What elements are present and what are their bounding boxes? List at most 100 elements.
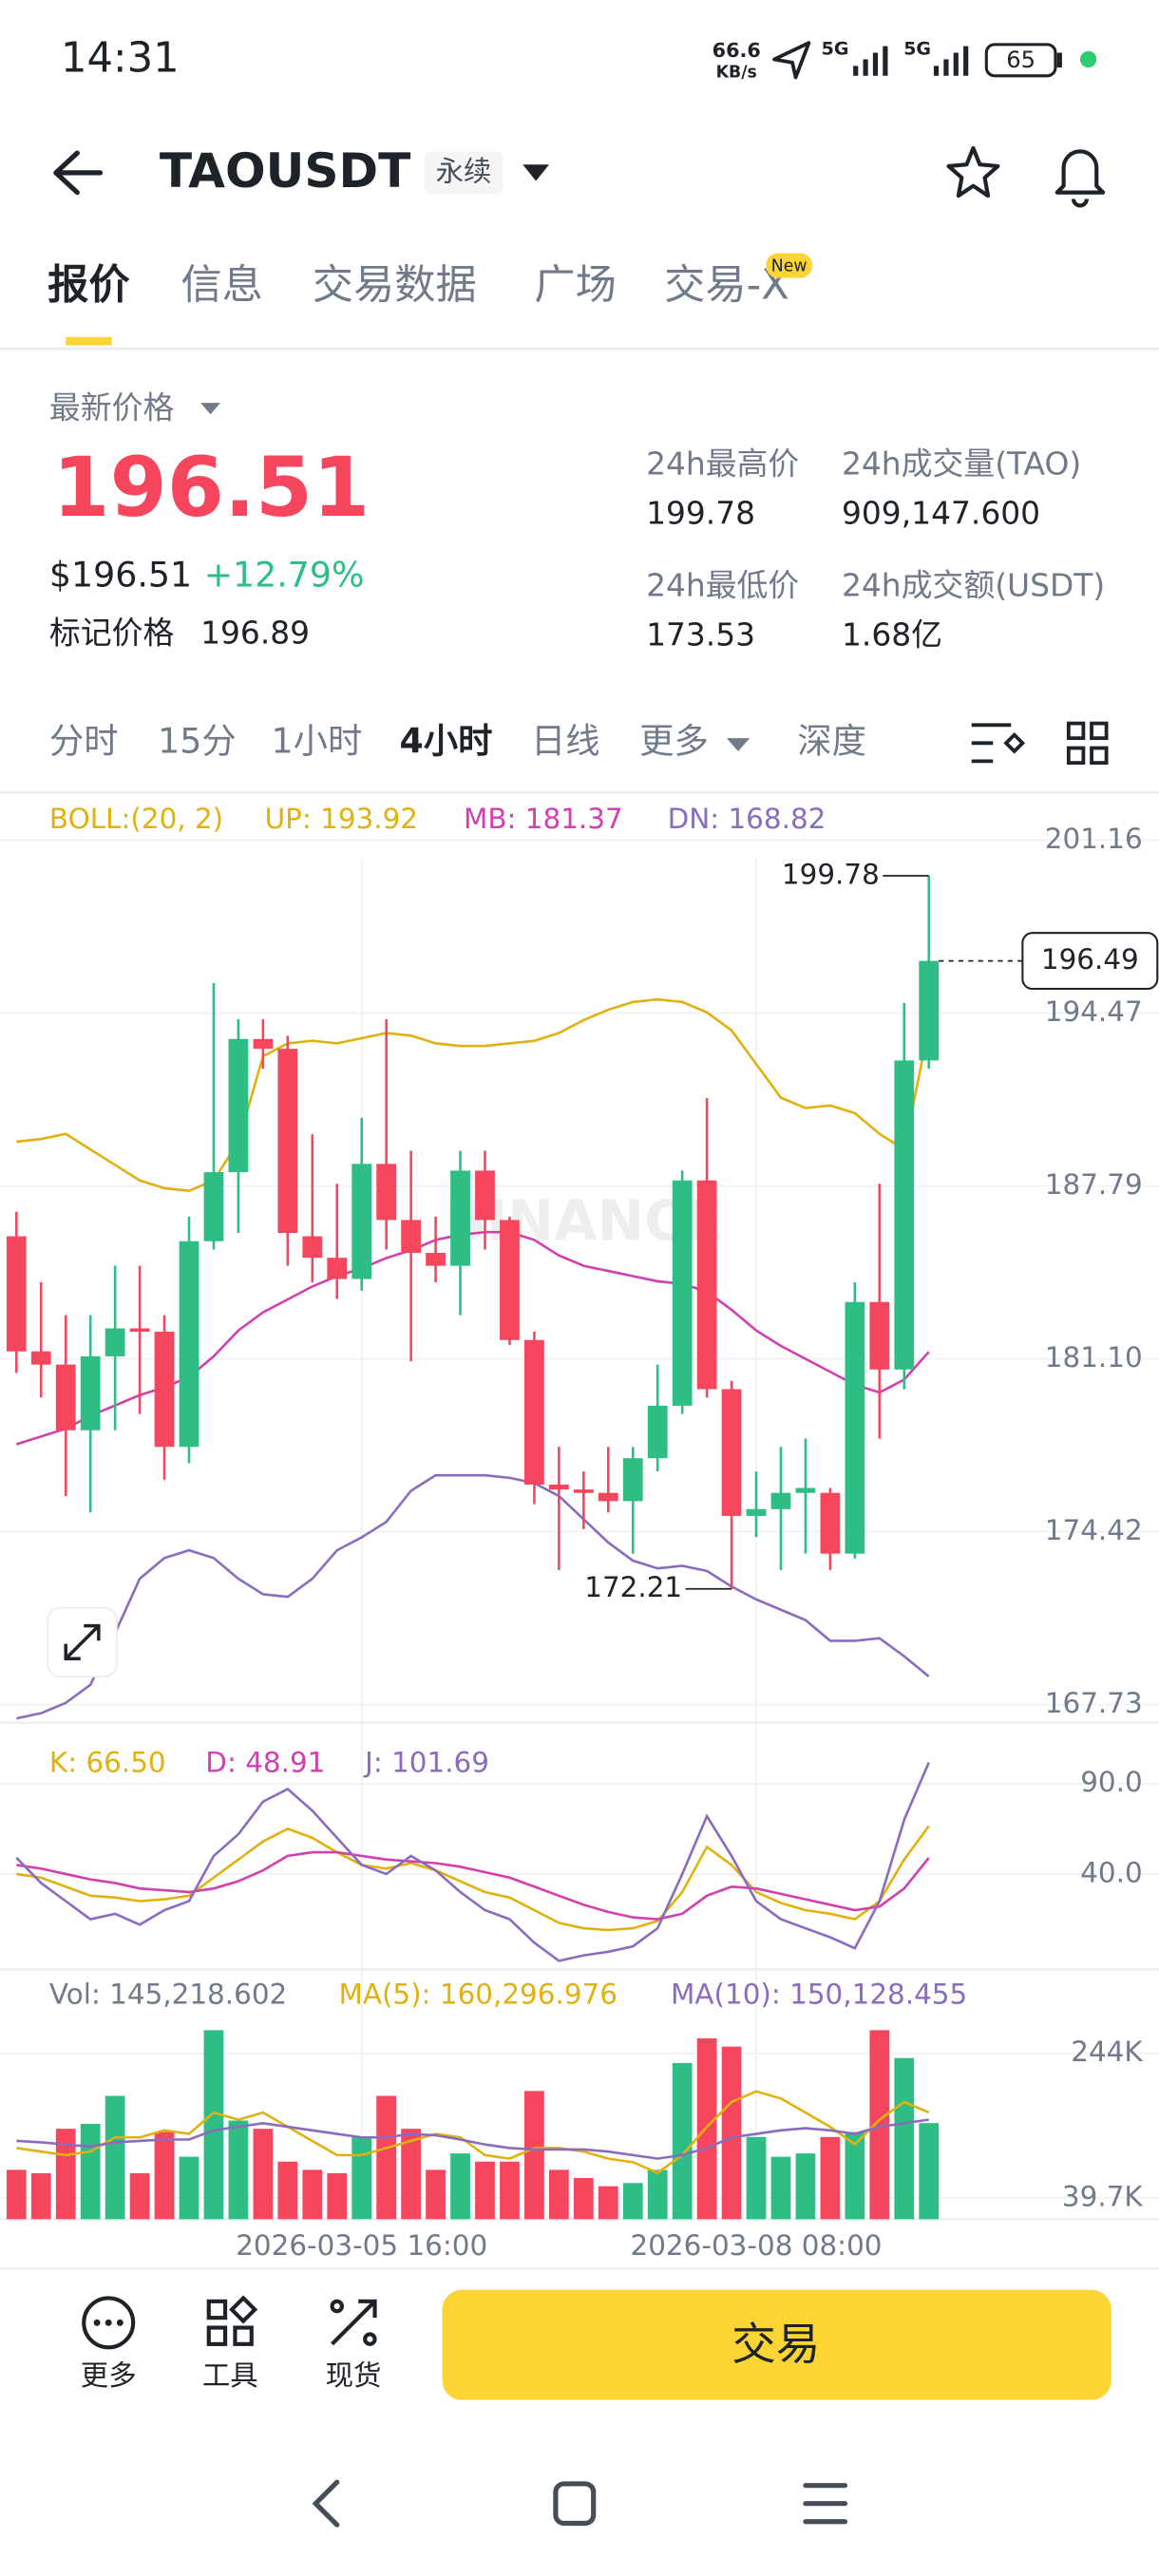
indicator-line [16, 1850, 930, 1921]
new-badge-bg [766, 253, 812, 278]
trade-button-label[interactable]: 交易 [732, 2320, 820, 2371]
mark-price: 196.89 [200, 615, 310, 652]
favorite-button[interactable] [946, 145, 1000, 199]
back-button[interactable] [53, 150, 104, 196]
candle-body [548, 1484, 569, 1490]
stat-value: 909,147.600 [842, 494, 1040, 531]
volume-bar [919, 2123, 940, 2220]
tab[interactable]: 交易数据 [313, 261, 477, 309]
more-dropdown[interactable] [726, 738, 750, 751]
volume-bar [401, 2129, 422, 2220]
nav-home[interactable] [553, 2481, 597, 2527]
volume-bar [6, 2169, 27, 2220]
interval-tab[interactable]: 4小时 [400, 720, 493, 761]
candle-body [228, 1038, 249, 1173]
candle-body [450, 1170, 470, 1266]
indicator-legend: DN: 168.82 [668, 803, 826, 835]
candle-body [573, 1489, 594, 1493]
indicator-legend: D: 48.91 [205, 1746, 325, 1778]
candle-body [104, 1328, 125, 1356]
volume-bar [104, 2095, 125, 2220]
volume-bar [376, 2095, 397, 2220]
candle-body [154, 1332, 175, 1448]
candle-body [129, 1328, 150, 1333]
usd-price: $196.51 [49, 555, 192, 596]
indicator-legend: J: 101.69 [363, 1746, 489, 1778]
volume-bar [647, 2169, 668, 2220]
indicator-line [15, 1761, 930, 1962]
volume-bar [869, 2030, 890, 2220]
tab[interactable]: 信息 [180, 261, 263, 309]
y-tick-label: 194.47 [1045, 995, 1143, 1028]
candle-body [30, 1351, 51, 1365]
candle-body [352, 1164, 372, 1279]
volume-bar [672, 2062, 693, 2220]
candle-body [672, 1180, 693, 1406]
x-tick-label: 2026-03-08 08:00 [631, 2229, 883, 2262]
candle-body [869, 1301, 890, 1370]
tab[interactable]: 广场 [534, 261, 617, 309]
layout-button[interactable] [1066, 721, 1109, 766]
stat-label: 24h最高价 [646, 445, 799, 482]
x-tick-label: 2026-03-05 16:00 [236, 2229, 487, 2262]
interval-tab[interactable]: 15分 [158, 720, 237, 761]
chart-settings-button[interactable] [971, 723, 1026, 764]
y-tick-label: 187.79 [1045, 1168, 1143, 1201]
tools-icon [206, 2295, 258, 2346]
tab-indicator [66, 336, 112, 346]
tab[interactable]: 报价 [48, 261, 130, 309]
max-label: 199.78 [782, 859, 880, 891]
last-price: 196.51 [52, 441, 370, 536]
interval-tab[interactable]: 分时 [49, 720, 119, 761]
stat-value: 199.78 [646, 494, 755, 531]
y-tick-label: 174.42 [1045, 1514, 1143, 1546]
interval-tab[interactable]: 日线 [531, 720, 600, 761]
alert-button[interactable] [1054, 149, 1106, 208]
last-price-tag [1021, 932, 1159, 991]
price-change: +12.79% [204, 555, 365, 596]
nav-back[interactable] [312, 2479, 340, 2528]
candle-body [426, 1253, 446, 1266]
interval-tab[interactable]: 更多 [639, 720, 709, 761]
toolbar-label[interactable]: 现货 [326, 2359, 382, 2392]
indicator-line [16, 1473, 930, 1720]
price-label: 最新价格 [49, 389, 175, 426]
toolbar-label[interactable]: 更多 [81, 2359, 137, 2392]
y-tick-label: 167.73 [1045, 1687, 1143, 1719]
stat-label: 24h成交额(USDT) [842, 566, 1105, 603]
volume-bar [500, 2161, 520, 2220]
y-tick-label: 201.16 [1045, 823, 1143, 855]
symbol[interactable]: TAOUSDT [160, 142, 411, 199]
toolbar-label[interactable]: 工具 [202, 2359, 258, 2392]
indicator-legend: K: 66.50 [49, 1746, 166, 1778]
indicator-line [16, 2090, 930, 2174]
volume-bar [277, 2161, 298, 2220]
candle-body [524, 1339, 544, 1485]
price-dropdown[interactable] [200, 403, 220, 415]
min-label: 172.21 [584, 1571, 682, 1603]
candle-body [401, 1220, 422, 1254]
volume-bar [475, 2161, 495, 2220]
symbol-dropdown[interactable] [522, 164, 549, 181]
indicator-legend: MB: 181.37 [464, 803, 623, 835]
trade-button[interactable] [442, 2289, 1112, 2400]
candle-body [277, 1049, 298, 1234]
interval-tab[interactable]: 深度 [797, 720, 866, 761]
stat-value: 1.68亿 [842, 616, 942, 653]
volume-bar [426, 2169, 446, 2220]
volume-bar [795, 2153, 816, 2220]
interval-tab[interactable]: 1小时 [272, 720, 363, 761]
volume-bar [228, 2120, 249, 2220]
candle-body [696, 1180, 717, 1390]
candle-body [647, 1405, 668, 1459]
signal-icon [933, 46, 969, 76]
indicator-line [16, 2118, 929, 2160]
nav-menu[interactable] [803, 2483, 848, 2525]
candle-body [302, 1236, 323, 1259]
volume-bar [154, 2131, 175, 2220]
expand-button[interactable] [47, 1606, 118, 1678]
volume-bar [598, 2186, 618, 2220]
candle-body [6, 1236, 27, 1352]
location-icon [772, 41, 811, 80]
